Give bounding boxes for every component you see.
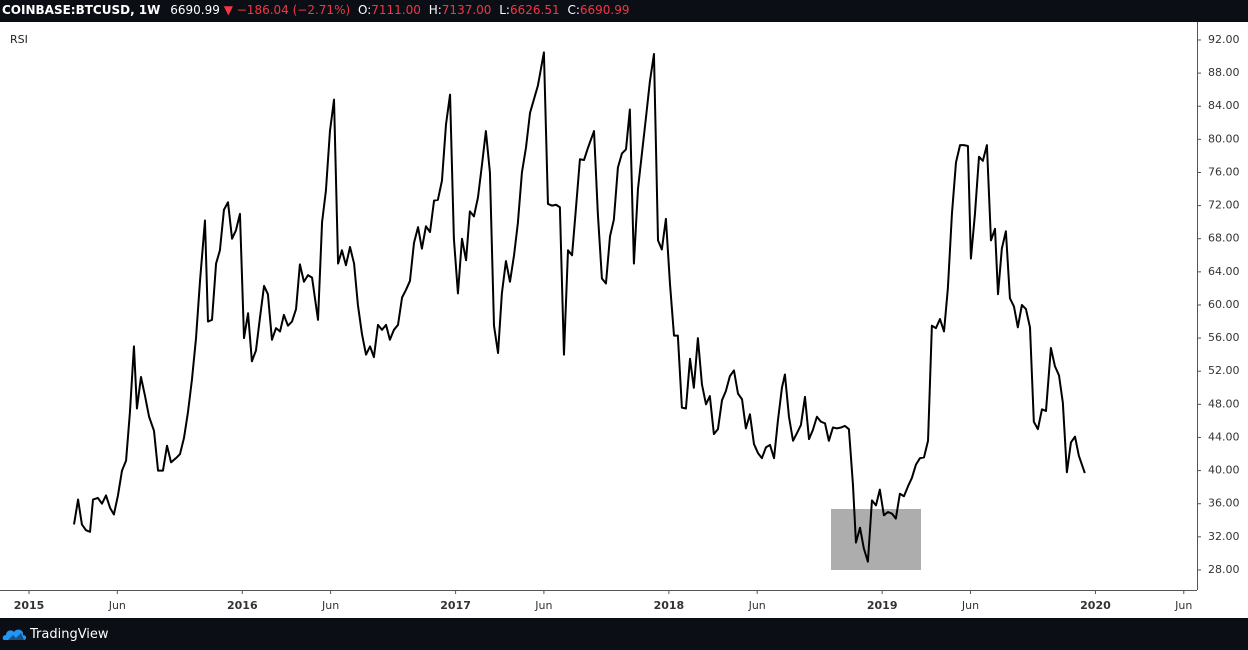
open-label: O: [357,3,372,17]
brand: TradingView [30,626,109,642]
y-tick-label: 40.00 [1208,464,1240,477]
y-tick-label: 44.00 [1208,430,1240,443]
y-tick-label: 60.00 [1208,298,1240,311]
y-tick-label: 76.00 [1208,165,1240,178]
symbol: COINBASE:BTCUSD, 1W [2,3,161,17]
y-tick-label: 52.00 [1208,364,1240,377]
y-tick-label: 56.00 [1208,331,1240,344]
x-tick-label: 2016 [227,599,258,612]
x-tick-label: 2020 [1080,599,1111,612]
high: 7137.00 [441,3,492,17]
x-tick-label: Jun [108,599,126,612]
y-tick-label: 88.00 [1208,66,1240,79]
high-label: H: [428,3,442,17]
chart-title: RSI [10,33,28,46]
x-tick-label: Jun [534,599,552,612]
x-tick-label: Jun [1174,599,1192,612]
y-tick-label: 36.00 [1208,497,1240,510]
highlight-box [831,509,921,570]
x-tick-label: 2018 [654,599,685,612]
y-tick-label: 84.00 [1208,99,1240,112]
y-tick-label: 32.00 [1208,530,1240,543]
y-tick-label: 48.00 [1208,397,1240,410]
y-tick-label: 92.00 [1208,33,1240,46]
background [0,22,1248,618]
low-label: L: [499,3,510,17]
arrow: ▼ [223,3,233,17]
y-tick-label: 64.00 [1208,265,1240,278]
logo [2,629,27,640]
y-tick-label: 80.00 [1208,132,1240,145]
low: 6626.51 [509,3,560,17]
y-tick-label: 72.00 [1208,199,1240,212]
close-label: C: [567,3,580,17]
y-tick-label: 28.00 [1208,563,1240,576]
x-tick-label: 2019 [867,599,898,612]
footer-bar: TradingView [0,618,1248,650]
x-tick-label: 2015 [14,599,45,612]
change: −186.04 (−2.71%) [236,3,351,17]
chart: RSI 28.00 32.00 36.00 40.00 44.00 48.00 52.00 5… [0,22,1248,618]
x-tick-label: Jun [961,599,979,612]
x-tick-label: 2017 [440,599,471,612]
last: 6690.99 [170,3,220,17]
close: 6690.99 [579,3,630,17]
open: 7111.00 [371,3,421,17]
x-tick-label: Jun [321,599,339,612]
rsi-line [73,51,1086,563]
y-tick-label: 68.00 [1208,232,1240,245]
header-bar: COINBASE:BTCUSD, 1W 6690.99 ▼ −186.04 (−… [0,0,1248,22]
x-tick-label: Jun [748,599,766,612]
